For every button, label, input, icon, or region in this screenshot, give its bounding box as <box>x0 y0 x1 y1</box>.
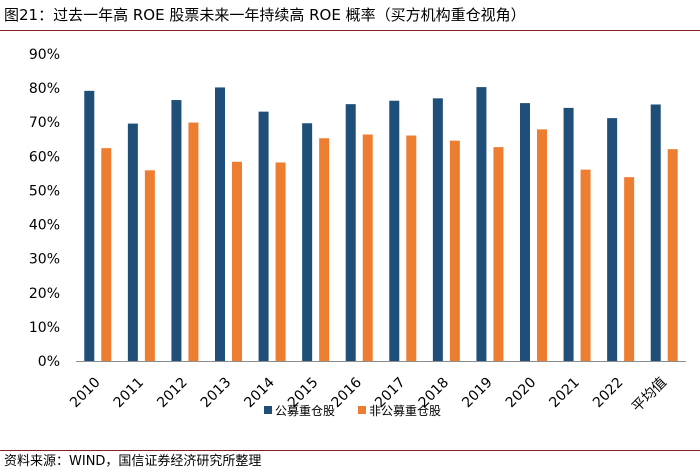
y-tick-label: 80% <box>29 81 60 97</box>
bar-non-public-fund <box>537 129 547 361</box>
x-tick-label: 2013 <box>198 375 235 412</box>
bar-public-fund <box>520 103 530 362</box>
bar-public-fund <box>345 104 356 361</box>
figure-title: 图21：过去一年高 ROE 股票未来一年持续高 ROE 概率（买方机构重仓视角） <box>4 6 526 24</box>
source-note: 资料来源：WIND，国信证券经济研究所整理 <box>4 454 262 469</box>
bar-non-public-fund <box>580 169 591 361</box>
bar-public-fund <box>389 100 400 361</box>
legend-swatch <box>358 406 366 414</box>
bar-public-fund <box>258 111 269 361</box>
y-tick-label: 40% <box>29 218 60 234</box>
y-tick-label: 30% <box>29 252 60 268</box>
bar-non-public-fund <box>406 135 417 361</box>
x-tick-label: 2010 <box>67 375 104 412</box>
bar-non-public-fund <box>493 147 504 361</box>
bar-non-public-fund <box>319 138 330 361</box>
legend-label: 非公募重仓股 <box>369 404 441 418</box>
x-tick-label: 2014 <box>241 374 278 411</box>
y-axis: 0% 10% 20% 30% 40% 50% 60% 70% 80% 90% <box>29 47 60 370</box>
bar-public-fund <box>563 107 574 361</box>
y-tick-label: 60% <box>29 149 60 165</box>
bar-public-fund <box>171 100 182 362</box>
bar-public-fund <box>127 123 138 361</box>
bar-public-fund <box>302 123 313 362</box>
bar-non-public-fund <box>624 177 635 361</box>
x-tick-label: 2020 <box>503 375 540 412</box>
bar-public-fund <box>607 118 618 361</box>
bar-non-public-fund <box>275 162 286 361</box>
bar-non-public-fund <box>667 149 678 361</box>
bar-non-public-fund <box>144 170 155 361</box>
x-tick-label: 2012 <box>154 375 191 412</box>
legend: 公募重仓股 非公募重仓股 <box>264 404 441 418</box>
bar-non-public-fund <box>188 122 199 362</box>
bar-non-public-fund <box>101 148 112 361</box>
y-tick-label: 90% <box>29 47 60 63</box>
legend-item-non-public-fund: 非公募重仓股 <box>358 404 441 418</box>
bar-public-fund <box>432 98 443 361</box>
x-tick-label: 2021 <box>546 375 583 412</box>
bar-non-public-fund <box>232 161 242 361</box>
legend-item-public-fund: 公募重仓股 <box>264 404 335 418</box>
bar-public-fund <box>476 87 487 362</box>
x-tick-label: 2019 <box>459 375 496 412</box>
legend-label: 公募重仓股 <box>275 404 335 418</box>
title-rule <box>0 30 700 31</box>
bar-public-fund <box>650 104 661 362</box>
x-tick-label: 2022 <box>590 375 627 412</box>
x-tick-label: 平均值 <box>629 375 670 416</box>
x-tick-label: 2011 <box>111 375 148 412</box>
y-tick-label: 70% <box>29 115 60 131</box>
bar-non-public-fund <box>449 140 460 361</box>
bar-non-public-fund <box>362 134 373 361</box>
y-tick-label: 20% <box>29 286 60 302</box>
legend-swatch <box>264 406 272 414</box>
y-tick-label: 10% <box>29 320 60 336</box>
bar-public-fund <box>215 87 225 361</box>
source-rule <box>0 450 700 451</box>
bar-public-fund <box>84 90 95 361</box>
y-tick-label: 50% <box>29 183 60 199</box>
bar-series-group <box>84 87 678 362</box>
bar-chart: 0%10%20%30%40%50%60%70%80%90% 2010 2011 20… <box>29 47 686 418</box>
y-tick-label: 0% <box>38 354 60 370</box>
